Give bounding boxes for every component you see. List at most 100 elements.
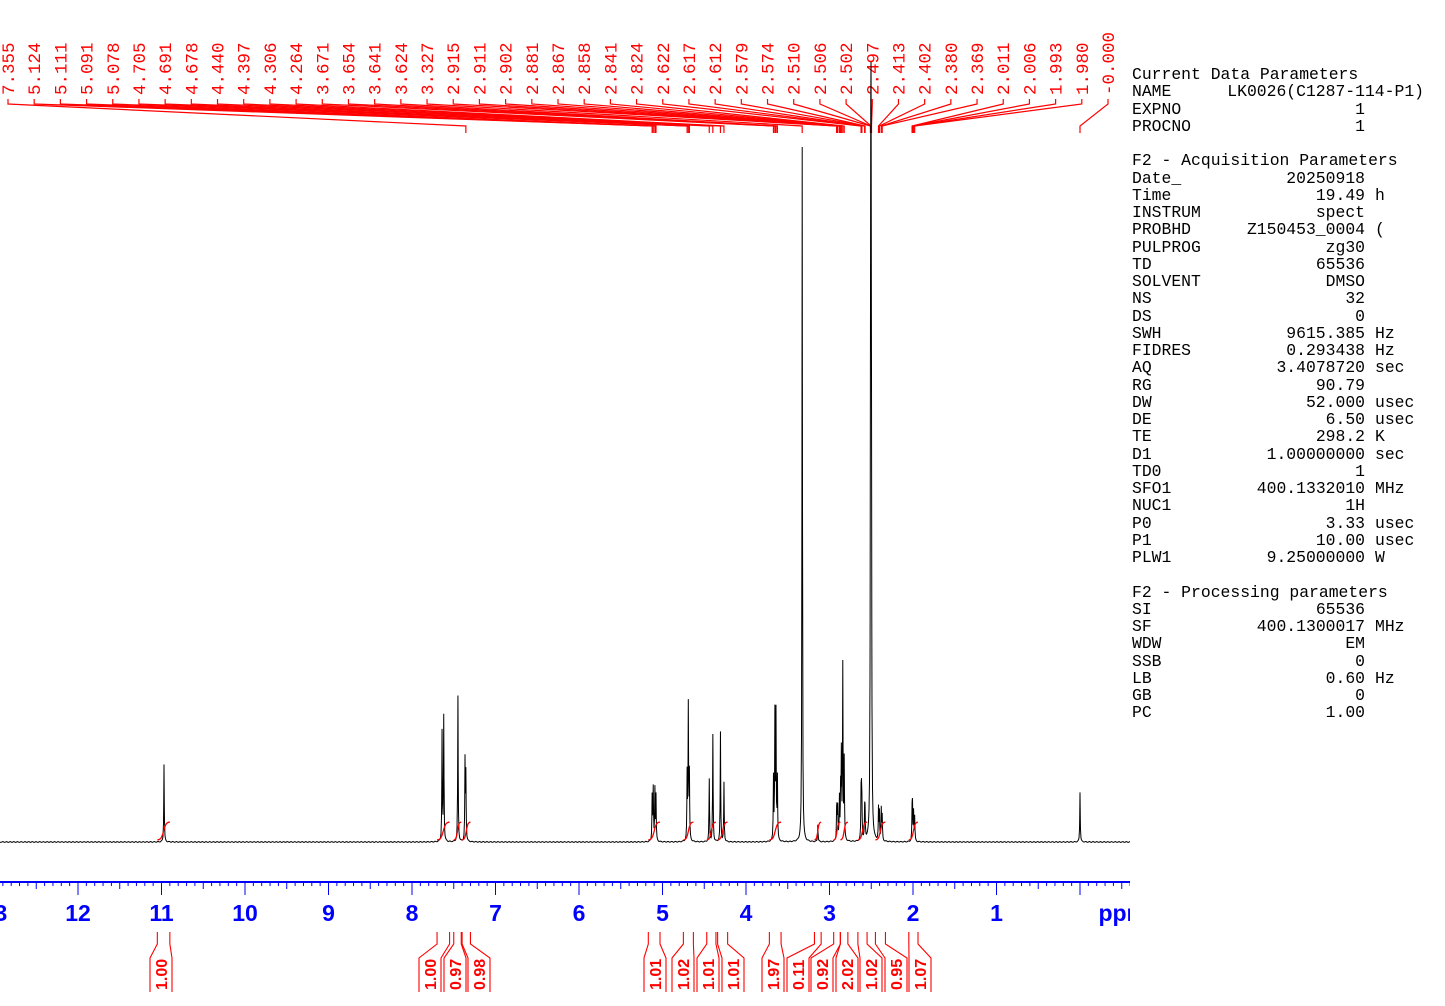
peak-label-connector [881,99,978,133]
parameter-unit: usec [1375,392,1415,412]
integral-curve [461,821,471,841]
parameter-row: DE 6.50 usec [1132,410,1432,429]
integral-value: 1.02 [864,959,881,990]
peak-label-connector [190,99,690,133]
x-tick-label: 10 [232,900,258,926]
parameter-key: LB [1132,668,1152,688]
x-tick-label: 4 [740,900,753,926]
integral-value: 1.07 [913,959,930,990]
parameter-row: Current Data Parameters [1132,66,1432,84]
parameter-row: D1 1.00000000 sec [1132,445,1432,463]
parameter-key: WDW [1132,634,1162,654]
peak-label-connector [714,99,863,133]
parameter-key: TD0 [1132,461,1162,481]
parameter-value: 65536 [1315,599,1365,619]
integral-bracket [696,932,720,992]
integral-bracket [671,932,695,992]
parameter-value: LK0026(C1287-114-P1) [1227,82,1424,102]
peak-label-connector [583,99,842,133]
parameter-key: NAME [1132,82,1172,102]
acquisition-parameters-panel: Current Data Parameters NAME LK0026(C1287-… [1132,66,1432,722]
peak-label: 5.124 [26,42,46,95]
x-tick-label-cut: 13 [0,900,7,926]
parameter-key: SI [1132,599,1152,619]
peak-label: 3.624 [393,42,413,95]
parameter-row: P0 3.33 usec [1132,514,1432,532]
integral-curve [908,821,919,841]
integral-group [157,821,919,841]
parameter-value: 32 [1345,289,1365,309]
peak-label: 3.654 [340,42,360,95]
parameter-row: SSB 0 [1132,652,1432,670]
x-tick-label: 11 [149,900,174,926]
parameter-row: SFO1 400.1332010 MHz [1132,479,1432,498]
parameter-row: INSTRUM spect [1132,204,1432,222]
parameter-value: 400.1300017 [1256,617,1365,636]
integral-bracket [643,932,667,992]
parameter-key: SFO1 [1132,479,1172,498]
parameter-row: Time 19.49 h [1132,185,1432,205]
peak-label: 3.671 [314,42,334,95]
integral-value: 1.00 [154,959,171,990]
parameter-row: F2 - Processing parameters [1132,583,1432,601]
peak-label-connector [531,99,841,133]
parameter-key: Date_ [1132,168,1182,188]
integral-value: 0.95 [889,959,906,990]
peak-label: 2.574 [760,42,780,95]
integral-curve [833,821,841,841]
parameter-key: DS [1132,306,1152,326]
integral-value: 1.97 [766,959,783,990]
parameter-row [1132,135,1432,152]
parameter-row: FIDRES 0.293438 Hz [1132,341,1432,360]
parameter-key: DE [1132,410,1152,429]
integral-value: 1.02 [676,959,693,990]
peak-label-connector [426,99,803,133]
peak-label: 1.993 [1048,42,1068,95]
integral-curve [840,821,849,841]
peak-label: 2.011 [995,42,1015,95]
peak-label: 4.440 [210,42,230,95]
parameter-key: RG [1132,375,1152,395]
parameter-value: 0 [1355,306,1365,326]
parameter-key: GB [1132,686,1152,705]
parameter-row: SF 400.1300017 MHz [1132,617,1432,636]
parameter-row: SWH 9615.385 Hz [1132,324,1432,342]
peak-label-connector [635,99,845,133]
parameter-row: PULPROG zg30 [1132,237,1432,257]
peak-label: 5.078 [105,42,125,95]
parameter-key: SF [1132,617,1152,636]
peak-label: 2.902 [498,42,518,95]
parameter-value: 0.60 [1325,668,1365,688]
peak-label: 7.355 [0,42,20,95]
peak-label-connector [877,99,900,133]
parameter-value: 19.49 [1315,185,1365,205]
peak-label: 2.915 [445,42,465,95]
parameter-key: PROCNO [1132,116,1192,136]
parameter-value: 1H [1345,496,1365,516]
integral-value: 0.92 [815,959,832,990]
peak-label: 2.413 [890,42,910,95]
parameter-key: PULPROG [1132,237,1201,257]
x-tick-label: 9 [322,900,335,926]
peak-label: 5.111 [52,42,72,95]
integral-bracket [908,932,932,992]
peak-label-connector [164,99,689,133]
peak-label: 2.617 [681,42,701,95]
peak-label-connector [321,99,775,133]
parameter-key: EXPNO [1132,99,1182,119]
parameter-value: 9.25000000 [1266,548,1365,567]
parameter-row: AQ 3.4078720 sec [1132,359,1432,377]
peak-label: 1.980 [1074,42,1094,95]
parameter-value: 0.293438 [1286,341,1365,360]
parameter-key: F2 - Acquisition Parameters [1132,151,1398,171]
spectrum-group [0,61,1130,843]
peak-label-connector [557,99,842,133]
parameter-row: NUC1 1H [1132,496,1432,516]
integral-curve [717,821,728,841]
parameter-value: 20250918 [1286,168,1365,188]
integral-curve [706,821,717,841]
x-tick-label: 12 [65,900,91,926]
parameter-unit: Hz [1375,341,1395,360]
integral-bracket [835,932,859,992]
parameter-value: DMSO [1325,272,1365,291]
